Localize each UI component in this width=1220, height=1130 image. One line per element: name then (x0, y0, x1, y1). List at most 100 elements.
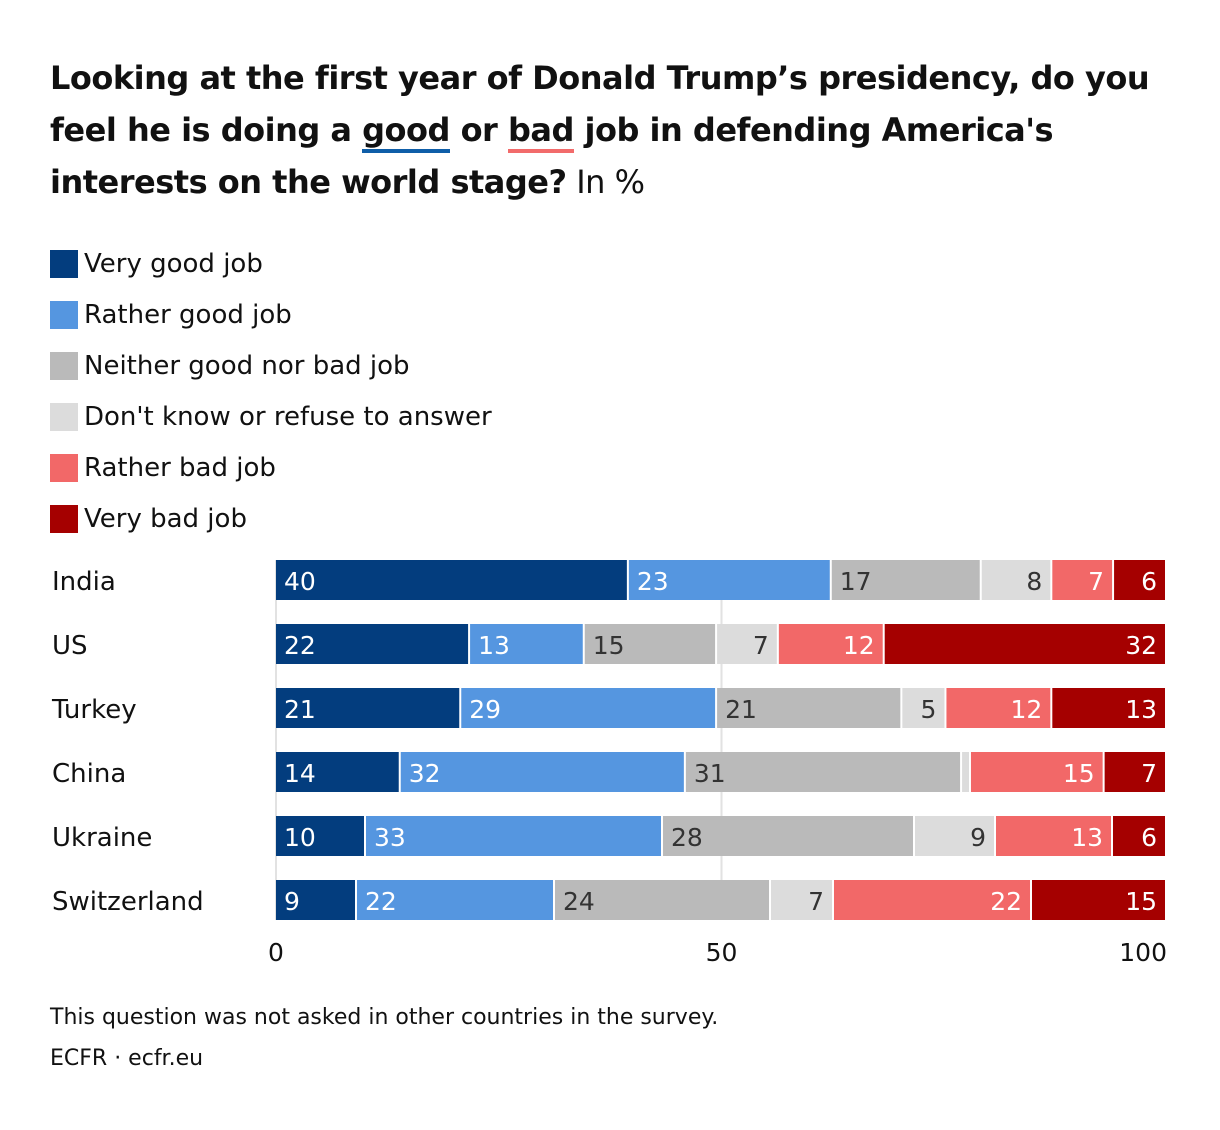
legend-swatch (50, 249, 78, 278)
data-label: 21 (284, 695, 316, 724)
data-label: 17 (840, 567, 872, 596)
bar-segment (470, 624, 583, 664)
data-label: 33 (374, 823, 406, 852)
bar-segment (461, 688, 716, 728)
source: ECFR · ecfr.eu (50, 1046, 204, 1071)
category-label: US (52, 631, 88, 661)
data-label: 32 (409, 759, 441, 788)
category-label: China (52, 759, 126, 789)
category-label: India (52, 567, 116, 597)
data-label: 5 (921, 695, 937, 724)
bar-segment (1052, 688, 1165, 728)
legend-item: Rather good job (50, 289, 492, 340)
title-unit: In % (566, 163, 645, 201)
bar-segment (276, 560, 627, 600)
bar-segment (276, 816, 364, 856)
data-label: 31 (694, 759, 726, 788)
title-text: Looking at the first year of Donald Trum… (50, 59, 1150, 149)
data-label: 32 (1125, 631, 1157, 660)
legend-item: Neither good nor bad job (50, 340, 492, 391)
category-label: Ukraine (52, 823, 152, 853)
data-label: 15 (593, 631, 625, 660)
bar-segment (778, 624, 883, 664)
bar-segment (834, 880, 1030, 920)
legend-swatch (50, 453, 78, 482)
legend-item: Very good job (50, 238, 492, 289)
category-label: Switzerland (52, 887, 204, 917)
bar-segment (663, 816, 913, 856)
bar-segment (584, 624, 716, 664)
data-label: 7 (1141, 759, 1157, 788)
bar-segment (771, 880, 832, 920)
data-label: 9 (284, 887, 300, 916)
data-label: 6 (1141, 823, 1157, 852)
bar-segment (902, 688, 945, 728)
data-label: 22 (365, 887, 397, 916)
data-label: 7 (808, 887, 824, 916)
bar-segment (276, 688, 460, 728)
bar-segment (1052, 560, 1113, 600)
legend-swatch (50, 300, 78, 329)
data-label: 12 (1011, 695, 1043, 724)
bar-segment (1114, 560, 1165, 600)
data-label: 15 (1125, 887, 1157, 916)
x-tick-label: 0 (268, 938, 284, 967)
legend-swatch (50, 351, 78, 380)
legend: Very good job Rather good job Neither good… (50, 238, 492, 544)
data-label: 7 (1088, 567, 1104, 596)
bar-segment (628, 560, 830, 600)
data-label: 24 (563, 887, 595, 916)
bar-segment (276, 752, 399, 792)
bar-segment (366, 816, 661, 856)
bar-segment (884, 624, 1165, 664)
legend-label: Rather bad job (84, 452, 276, 483)
data-label: 7 (753, 631, 769, 660)
data-label: 28 (671, 823, 703, 852)
data-label: 40 (284, 567, 316, 596)
legend-item: Don't know or refuse to answer (50, 391, 492, 442)
data-label: 13 (478, 631, 510, 660)
bar-segment (962, 752, 969, 792)
legend-label: Rather good job (84, 299, 292, 330)
data-label: 9 (970, 823, 986, 852)
legend-label: Don't know or refuse to answer (84, 401, 492, 432)
bar-segment (981, 560, 1051, 600)
data-label: 8 (1026, 567, 1042, 596)
legend-label: Very bad job (84, 503, 247, 534)
legend-label: Neither good nor bad job (84, 350, 410, 381)
bar-segment (1113, 816, 1165, 856)
data-label: 29 (469, 695, 501, 724)
bar-segment (970, 752, 1103, 792)
data-label: 21 (725, 695, 757, 724)
title-bad: bad (507, 111, 574, 153)
footnote: This question was not asked in other cou… (50, 1005, 719, 1030)
title-text-end: job in defending America's interests on … (50, 111, 1054, 201)
bar-segment (555, 880, 769, 920)
legend-label: Very good job (84, 248, 263, 279)
data-label: 22 (284, 631, 316, 660)
bar-segment (915, 816, 994, 856)
legend-item: Rather bad job (50, 442, 492, 493)
bar-segment (946, 688, 1051, 728)
x-tick-label: 50 (706, 938, 738, 967)
data-label: 13 (1125, 695, 1157, 724)
bar-segment (276, 624, 469, 664)
bar-segment (1104, 752, 1165, 792)
data-label: 22 (990, 887, 1022, 916)
category-label: Turkey (51, 695, 137, 725)
title-or: or (449, 111, 508, 149)
x-tick-label: 100 (1119, 938, 1167, 967)
bar-segment (831, 560, 980, 600)
legend-swatch (50, 504, 78, 533)
data-label: 6 (1141, 567, 1157, 596)
chart-title: Looking at the first year of Donald Trum… (50, 52, 1170, 208)
data-label: 10 (284, 823, 316, 852)
bar-segment (685, 752, 961, 792)
legend-item: Very bad job (50, 493, 492, 544)
bar-segment (400, 752, 684, 792)
legend-swatch (50, 402, 78, 431)
bar-segment (276, 880, 355, 920)
bar-segment (1032, 880, 1165, 920)
